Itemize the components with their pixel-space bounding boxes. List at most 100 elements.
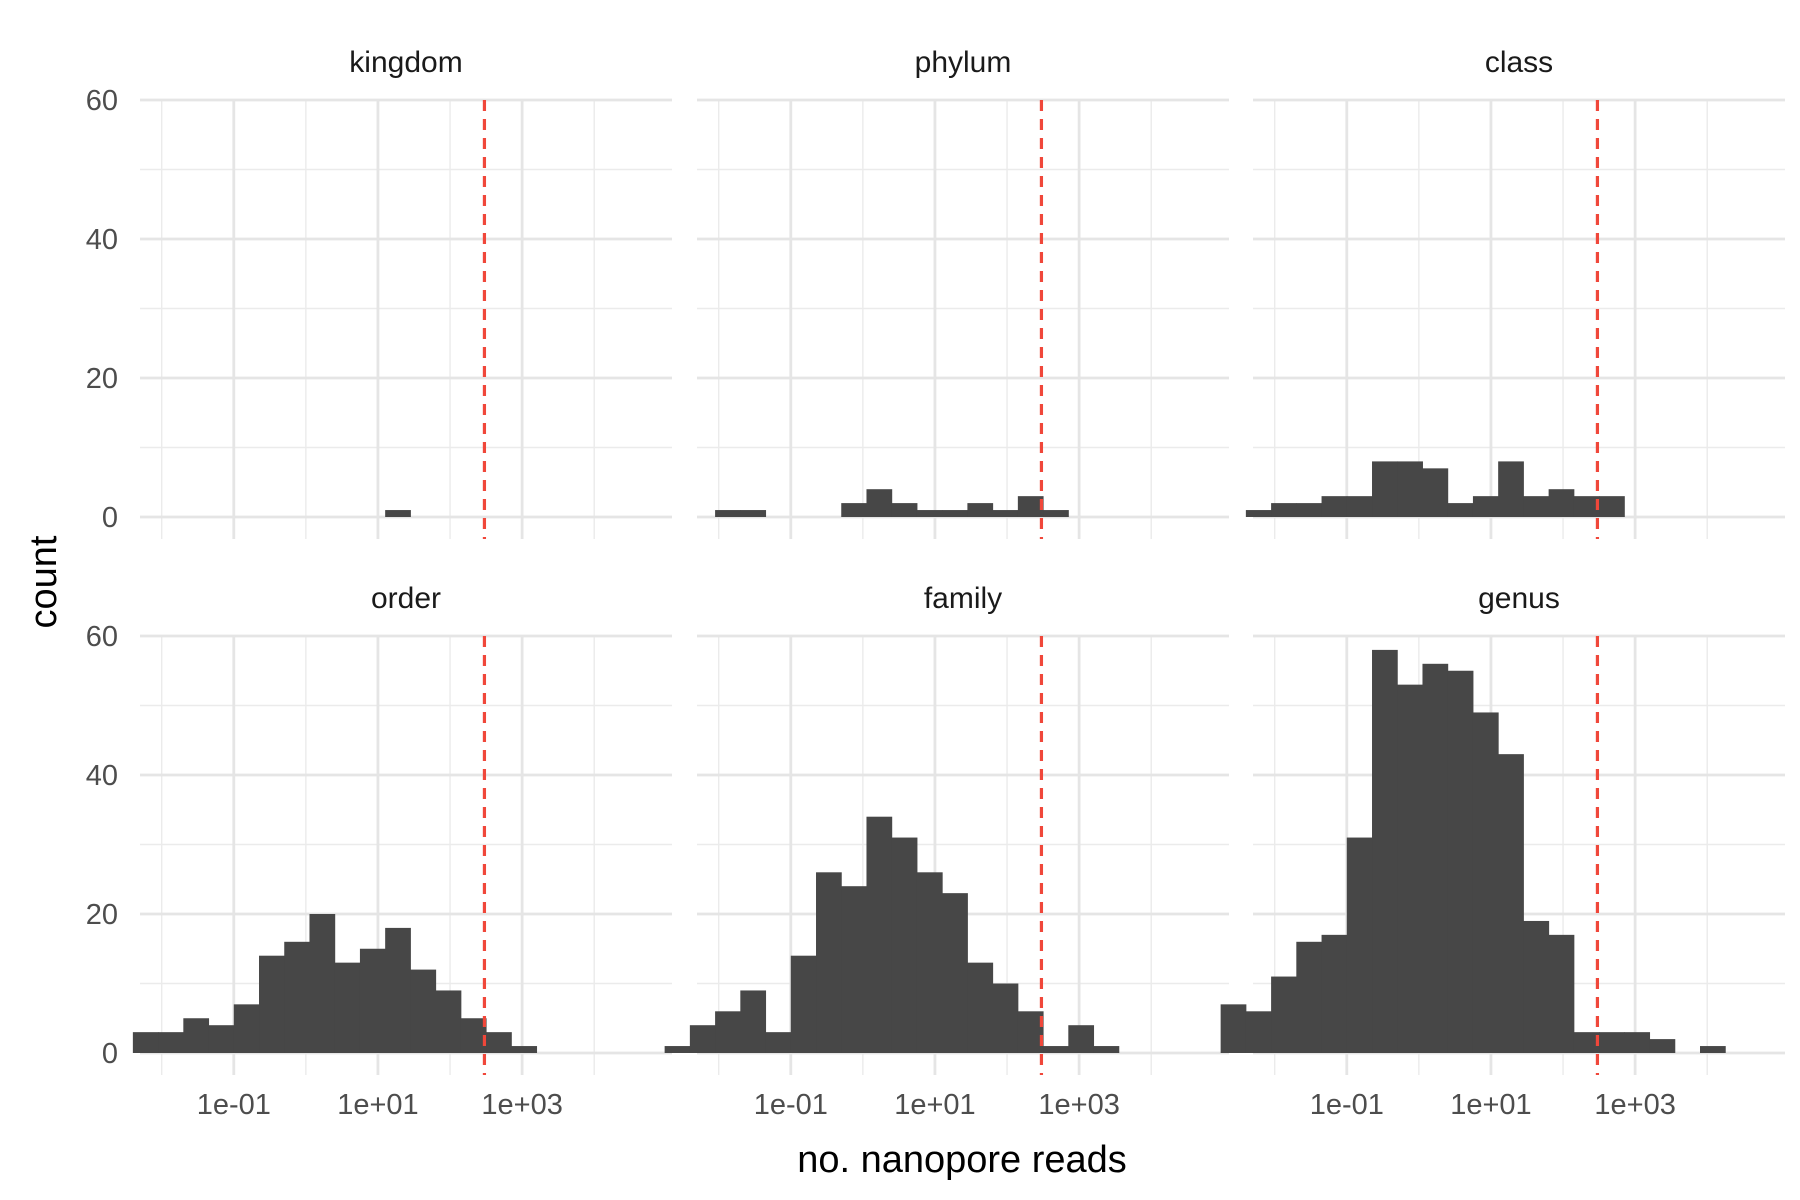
x-tick-label: 1e-01 [1310,1089,1384,1121]
histogram-bar [1573,1032,1600,1053]
histogram-bar [385,510,411,517]
facet-panel-family: family 1e-01 1e+01 1e+03 [664,582,1229,1121]
histogram-bar [1372,649,1398,1053]
histogram-bar [1346,496,1373,517]
facet-title: family [924,582,1002,615]
histogram-bar [334,962,361,1053]
histogram-bar [460,1018,487,1053]
y-tick-label: 20 [86,363,118,395]
histogram-bar [740,990,767,1053]
facet-title: kingdom [349,46,462,79]
x-tick-label: 1e-01 [754,1089,828,1121]
y-tick-label: 20 [86,899,118,931]
histogram-bar [1271,976,1297,1053]
histogram-bar [1447,503,1474,517]
histogram-bar [1472,712,1499,1053]
y-tick-label: 60 [86,621,118,653]
histogram-bar [132,1032,159,1053]
histogram-bar [992,983,1019,1053]
histogram-bar [1447,670,1474,1053]
histogram-bar [1599,496,1625,517]
histogram-bar [385,927,411,1053]
histogram-bar [664,1046,691,1053]
facet-title: order [371,582,441,615]
histogram-bar [689,1025,716,1053]
facet-panels: kingdom 0 20 40 60 phylum class order 0 20 40 60 1e-… [86,46,1785,1121]
facet-title: phylum [915,46,1012,79]
histogram-bar [866,489,893,517]
x-tick-label: 1e+03 [1594,1089,1675,1121]
histogram-bar [891,503,918,517]
facet-panel-phylum: phylum [697,46,1229,539]
facet-panel-order: order 0 20 40 60 1e-01 1e+01 1e+03 [86,582,672,1121]
x-tick-label: 1e+01 [1450,1089,1531,1121]
histogram-bar [1523,920,1550,1053]
histogram-bar [208,1025,235,1053]
histogram-bar [816,872,842,1053]
histogram-bar [284,941,310,1053]
histogram-bar [233,1004,260,1053]
y-tick-label: 40 [86,224,118,256]
histogram-bar [1296,503,1323,517]
histogram-bar [1321,496,1348,517]
histogram-bar [916,872,943,1053]
histogram-bar [359,948,386,1053]
histogram-bar [1245,510,1272,517]
histogram-bar [1649,1039,1676,1053]
histogram-bar [1599,1032,1625,1053]
histogram-bar [158,1032,184,1053]
histogram-bar [435,990,462,1053]
histogram-bar [841,503,867,517]
histogram-bar [1017,496,1044,517]
facet-title: class [1485,46,1553,79]
y-axis-title: count [23,535,65,628]
histogram-bar [1093,1046,1120,1053]
histogram-bar [1548,934,1575,1053]
x-axis-title: no. nanopore reads [797,1139,1127,1181]
histogram-bar [740,510,767,517]
histogram-bar [992,510,1019,517]
facet-panel-kingdom: kingdom 0 20 40 60 [86,46,672,539]
x-tick-label: 1e-01 [197,1089,271,1121]
histogram-bar [1397,461,1423,517]
histogram-bar [1498,461,1524,517]
histogram-bar [967,503,994,517]
histogram-bar [967,962,994,1053]
histogram-bar [790,955,817,1053]
y-tick-label: 40 [86,760,118,792]
y-tick-label: 0 [102,502,118,534]
y-tick-label: 0 [102,1038,118,1070]
histogram-bar [1321,934,1348,1053]
histogram-bar [1043,1046,1069,1053]
histogram-bar [486,1032,512,1053]
histogram-bar [841,886,867,1053]
facet-panel-genus: genus 1e-01 1e+01 1e+03 [1220,582,1785,1121]
histogram-bar [1068,1025,1095,1053]
histogram-bar [1296,941,1323,1053]
histogram-bar [765,1032,792,1053]
x-tick-label: 1e+03 [1038,1089,1119,1121]
histogram-bar [866,816,893,1053]
histogram-bar [1397,684,1423,1053]
x-tick-label: 1e+01 [337,1089,418,1121]
x-tick-label: 1e+03 [481,1089,562,1121]
histogram-bar [309,914,336,1053]
histogram-bar [1422,663,1449,1053]
histogram-bar [1245,1011,1272,1053]
histogram-bar [1220,1004,1247,1053]
histogram-bar [1017,1011,1044,1053]
histogram-bar [1523,496,1550,517]
histogram-bar [1422,468,1449,517]
histogram-bar [1548,489,1575,517]
histogram-bar [511,1046,538,1053]
histogram-bar [1043,510,1069,517]
histogram-bar [942,893,968,1053]
histogram-bar [183,1018,210,1053]
histogram-bar [715,1011,741,1053]
histogram-bar [916,510,943,517]
x-tick-label: 1e+01 [894,1089,975,1121]
histogram-bar [1624,1032,1651,1053]
histogram-bar [891,837,918,1053]
histogram-bar [410,969,437,1053]
